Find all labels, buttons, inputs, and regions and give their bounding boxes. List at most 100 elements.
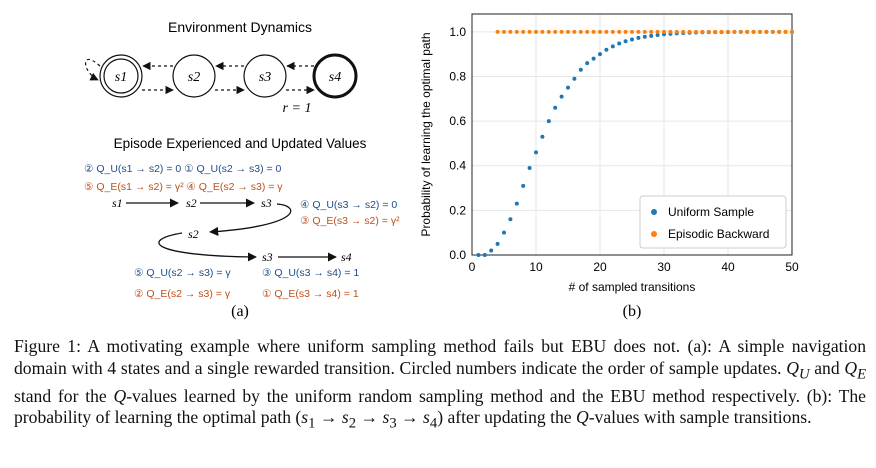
episodic-point: [770, 29, 775, 34]
uniform-point: [514, 201, 519, 206]
episodic-point: [713, 29, 718, 34]
panel-b-label: (b): [623, 303, 642, 320]
uniform-point: [540, 134, 545, 139]
episodic-point: [508, 29, 513, 34]
legend-box: [639, 195, 787, 249]
episodic-point: [514, 29, 519, 34]
episodic-point: [495, 29, 500, 34]
episode-title: Episode Experienced and Updated Values: [114, 136, 367, 151]
uniform-point: [572, 76, 577, 81]
traj-s1: s1: [112, 196, 123, 210]
state-s2: s2: [172, 54, 216, 98]
y-tick-label: 0.6: [449, 114, 466, 128]
episodic-point: [585, 29, 590, 34]
self-loop-arrow: [85, 58, 101, 81]
episodic-point: [751, 29, 756, 34]
episodic-point: [540, 29, 545, 34]
uniform-point: [489, 248, 494, 253]
uniform-point: [623, 39, 628, 44]
panel-b-chart: 0 10 20 30 40 50 0.0 0.2 0.4 0.6 0.8 1.0 # of sampl…: [419, 13, 799, 320]
episodic-point: [553, 29, 558, 34]
episodic-point: [687, 29, 692, 34]
x-axis-label: # of sampled transitions: [569, 280, 696, 294]
uniform-point: [636, 35, 641, 40]
x-tick-label: 50: [785, 260, 799, 274]
update-bot-blue-right: ③ Q_U(s3 → s4) = 1: [262, 267, 359, 279]
episodic-point: [642, 29, 647, 34]
episodic-point: [649, 29, 654, 34]
uniform-point: [495, 241, 500, 246]
panel-a: Environment Dynamics s1 s2 s3 s4: [84, 19, 400, 320]
update-row1-blue: ② Q_U(s1 → s2) = 0 ① Q_U(s2 → s3) = 0: [84, 163, 282, 175]
episodic-point: [719, 29, 724, 34]
episodic-point: [534, 29, 538, 34]
uniform-point: [508, 217, 513, 222]
episodic-point: [572, 29, 577, 34]
legend-label-uniform: Uniform Sample: [668, 205, 754, 219]
episodic-point: [706, 29, 711, 34]
episodic-point: [668, 29, 673, 34]
y-tick-label: 1.0: [449, 25, 466, 39]
state-s2-label: s2: [188, 70, 200, 85]
figure-canvas: Environment Dynamics s1 s2 s3 s4: [84, 13, 799, 320]
episodic-point: [681, 29, 686, 34]
update-bot-orange-right: ① Q_E(s3 → s4) = 1: [262, 288, 359, 300]
episodic-point: [790, 29, 794, 34]
uniform-point: [617, 41, 622, 46]
state-s1-label: s1: [115, 70, 127, 85]
uniform-point: [534, 150, 538, 155]
episodic-point: [630, 29, 634, 34]
state-s4-label: s4: [329, 70, 341, 85]
uniform-point: [521, 183, 526, 188]
uniform-point: [655, 32, 660, 37]
uniform-point: [585, 61, 590, 66]
episodic-point: [591, 29, 596, 34]
episodic-point: [694, 29, 698, 34]
traj-s3b: s3: [262, 250, 273, 264]
update-mid-orange: ③ Q_E(s3 → s2) = γ²: [300, 215, 400, 227]
episodic-point: [662, 29, 666, 34]
episode-trajectory: s1 s2 s3 s2 s3 s4: [112, 196, 352, 264]
chart-legend: Uniform Sample Episodic Backward: [639, 195, 787, 249]
uniform-point: [559, 94, 564, 99]
y-tick-label: 0.4: [449, 159, 466, 173]
episodic-point: [623, 29, 628, 34]
episodic-point: [674, 29, 679, 34]
state-s3: s3: [243, 54, 287, 98]
transition-arrows: [142, 61, 315, 95]
uniform-point: [598, 52, 602, 57]
traj-s3: s3: [261, 196, 272, 210]
episodic-point: [777, 29, 782, 34]
state-s4: s4: [312, 53, 358, 99]
reward-label: r = 1: [283, 101, 312, 116]
y-tick-label: 0.8: [449, 69, 466, 83]
update-bot-blue-left: ⑤ Q_U(s2 → s3) = γ: [134, 267, 231, 279]
caption-text: Figure 1: A motivating example where uni…: [14, 336, 867, 432]
episodic-point: [783, 29, 788, 34]
figure-caption: Figure 1: A motivating example where uni…: [14, 336, 866, 435]
uniform-point: [553, 105, 558, 110]
state-s1: s1: [99, 54, 143, 98]
episodic-point: [527, 29, 532, 34]
episodic-point: [758, 29, 762, 34]
episodic-point: [655, 29, 660, 34]
episodic-point: [726, 29, 730, 34]
uniform-point: [502, 230, 506, 235]
uniform-point: [642, 34, 647, 39]
x-tick-label: 10: [529, 260, 543, 274]
x-tick-label: 30: [657, 260, 671, 274]
state-s3-label: s3: [259, 70, 271, 85]
episodic-point: [764, 29, 769, 34]
traj-s4: s4: [341, 250, 352, 264]
panel-a-label: (a): [231, 303, 249, 320]
episodic-point: [598, 29, 602, 34]
x-tick-label: 0: [469, 260, 476, 274]
uniform-point: [630, 37, 634, 42]
episodic-point: [578, 29, 583, 34]
update-bot-orange-left: ② Q_E(s2 → s3) = γ: [134, 288, 231, 300]
x-tick-label: 40: [721, 260, 735, 274]
traj-s2: s2: [186, 196, 197, 210]
episodic-point: [610, 29, 615, 34]
uniform-point: [546, 119, 551, 124]
legend-marker-uniform: [651, 209, 657, 215]
